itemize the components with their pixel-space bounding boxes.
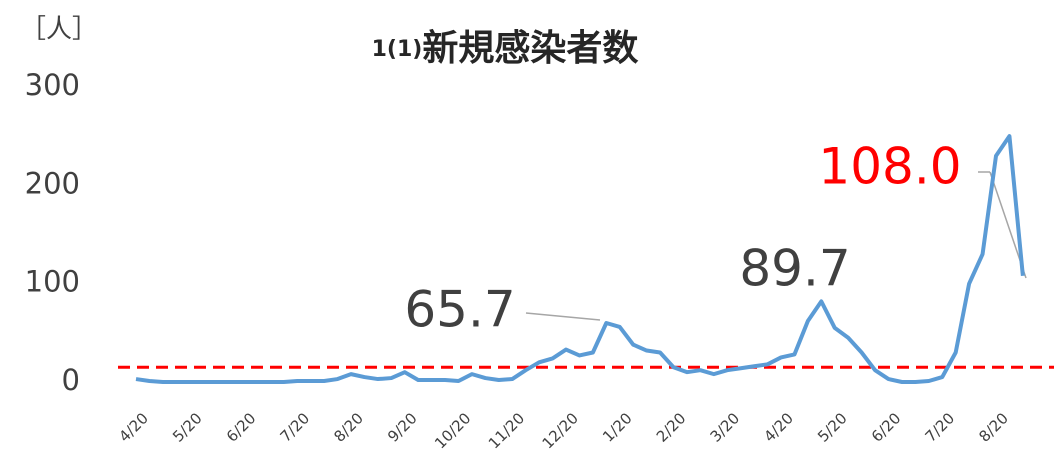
x-tick-label: 5/20 (814, 409, 851, 446)
x-tick-label: 6/20 (868, 409, 905, 446)
y-tick-label: 0 (62, 363, 80, 397)
annotation: 89.7 (739, 240, 850, 298)
data-line (135, 134, 1025, 384)
title-text: 新規感染者数 (422, 28, 638, 69)
x-tick-label: 10/20 (431, 409, 474, 452)
y-tick-label: 100 (25, 265, 80, 299)
x-tick-label: 2/20 (653, 409, 690, 446)
annotation: 108.0 (818, 138, 961, 196)
x-tick-label: 11/20 (485, 409, 528, 452)
x-tick-label: 7/20 (277, 409, 314, 446)
y-unit: ［人］ (20, 15, 98, 45)
x-tick-label: 5/20 (169, 409, 206, 446)
x-tick-label: 9/20 (384, 409, 421, 446)
x-tick-label: 8/20 (330, 409, 367, 446)
chart-title: 1(1)新規感染者数 (372, 28, 639, 69)
x-tick-label: 12/20 (539, 409, 582, 452)
x-tick-label: 7/20 (922, 409, 959, 446)
leader-line (525, 312, 601, 321)
x-tick-label: 8/20 (975, 409, 1012, 446)
x-tick-label: 6/20 (223, 409, 260, 446)
x-tick-label: 1/20 (599, 409, 636, 446)
x-tick-label: 4/20 (760, 409, 797, 446)
x-tick-label: 4/20 (115, 409, 152, 446)
x-tick-label: 3/20 (707, 409, 744, 446)
y-tick-label: 300 (25, 68, 80, 102)
y-tick-label: 200 (25, 166, 80, 200)
title-number: 1(1) (372, 37, 423, 62)
annotation: 65.7 (404, 281, 515, 339)
